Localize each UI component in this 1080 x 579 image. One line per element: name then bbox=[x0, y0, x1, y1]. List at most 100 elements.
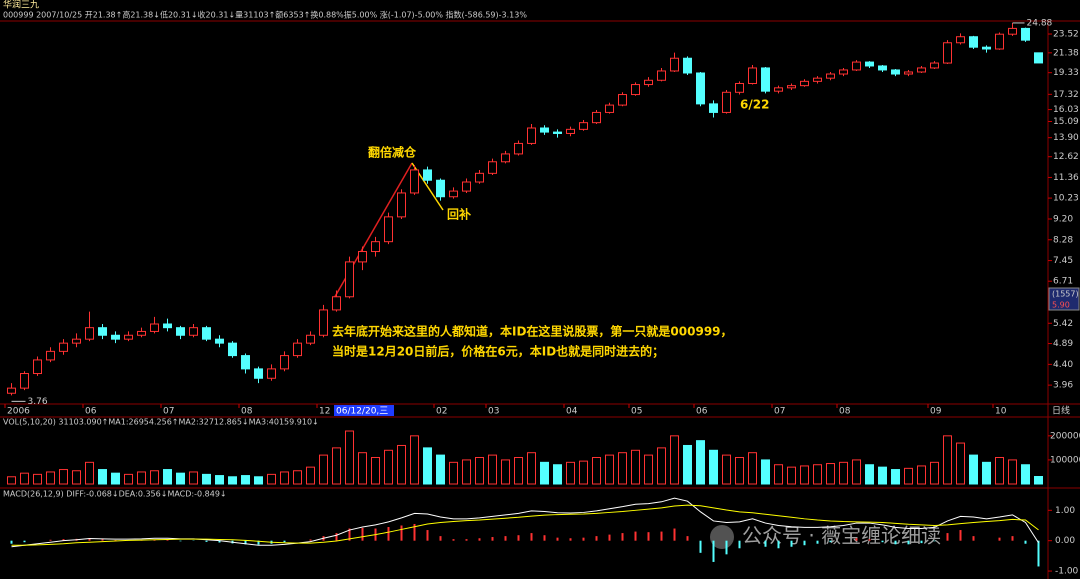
volume-bar bbox=[59, 469, 68, 485]
candle-body bbox=[839, 69, 848, 75]
volume-bar bbox=[709, 449, 718, 485]
volume-bar bbox=[176, 472, 185, 485]
candle-body bbox=[618, 94, 627, 106]
volume-bar bbox=[501, 459, 510, 485]
volume-bar bbox=[813, 464, 822, 485]
candle-body bbox=[670, 57, 679, 72]
candle-body bbox=[1008, 27, 1017, 35]
candle-body bbox=[358, 251, 367, 263]
x-tick-label: 2006 bbox=[7, 407, 30, 417]
volume-bar bbox=[917, 465, 926, 485]
volume-bar bbox=[202, 473, 211, 485]
volume-bar bbox=[85, 461, 94, 485]
annotation: 当时是12月20日前后，价格在6元，本ID也就是同时进去的； bbox=[332, 344, 664, 359]
candle-body bbox=[319, 309, 328, 336]
volume-bar bbox=[605, 454, 614, 485]
volume-bar bbox=[891, 469, 900, 485]
candle-body bbox=[644, 79, 653, 86]
y-tick-label: 6.71 bbox=[1053, 277, 1073, 287]
y-tick-label: 17.32 bbox=[1053, 90, 1079, 100]
candle-body bbox=[423, 169, 432, 181]
candle-body bbox=[566, 128, 575, 134]
x-tick-label: 06 bbox=[696, 407, 708, 417]
macd-header: MACD(26,12,9) DIFF:-0.068↓DEA:0.356↓MACD… bbox=[3, 490, 227, 499]
candle-body bbox=[176, 327, 185, 336]
volume-bar bbox=[72, 470, 81, 485]
volume-bar bbox=[579, 460, 588, 485]
period-label: 日线 bbox=[1052, 405, 1070, 417]
candle-body bbox=[475, 172, 484, 183]
volume-bar bbox=[462, 459, 471, 485]
volume-bar bbox=[540, 461, 549, 485]
candle-body bbox=[943, 42, 952, 64]
x-tick-label: 02 bbox=[436, 407, 447, 417]
volume-bar bbox=[1021, 464, 1030, 485]
volume-bar bbox=[306, 466, 315, 485]
volume-bar bbox=[995, 457, 1004, 485]
candle-body bbox=[462, 181, 471, 192]
candle-body bbox=[514, 142, 523, 155]
x-tick-label: 09 bbox=[930, 407, 942, 417]
volume-bar bbox=[397, 444, 406, 485]
candle-body bbox=[293, 342, 302, 357]
volume-bar bbox=[111, 472, 120, 485]
candle-body bbox=[969, 36, 978, 48]
candle-body bbox=[891, 69, 900, 75]
volume-bar bbox=[865, 464, 874, 485]
volume-bar bbox=[33, 473, 42, 485]
candle-body bbox=[59, 342, 68, 352]
volume-bar bbox=[969, 454, 978, 485]
candle-body bbox=[306, 334, 315, 344]
candle-body bbox=[553, 131, 562, 134]
candle-body bbox=[254, 368, 263, 379]
candle-body bbox=[631, 84, 640, 96]
volume-bar bbox=[449, 461, 458, 485]
candle-body bbox=[774, 87, 783, 92]
candle-body bbox=[449, 190, 458, 198]
volume-bar bbox=[423, 447, 432, 485]
volume-bar bbox=[930, 461, 939, 485]
volume-bar bbox=[670, 435, 679, 485]
volume-bar bbox=[319, 454, 328, 485]
volume-bar bbox=[332, 447, 341, 485]
candle-body bbox=[527, 127, 536, 144]
volume-bar bbox=[514, 457, 523, 485]
y-tick-label: 5.42 bbox=[1053, 319, 1073, 329]
volume-bar bbox=[254, 476, 263, 485]
x-tick-label: 04 bbox=[566, 407, 578, 417]
volume-bar bbox=[735, 457, 744, 485]
watermark: 公众号 · 薇宝缠论细读 bbox=[742, 524, 941, 548]
volume-bar bbox=[488, 454, 497, 485]
candle-body bbox=[683, 57, 692, 74]
candle-body bbox=[657, 70, 666, 81]
y-tick-label: 11.36 bbox=[1053, 173, 1079, 183]
candle-body bbox=[384, 216, 393, 243]
candle-body bbox=[72, 338, 81, 344]
volume-bar bbox=[280, 471, 289, 485]
candle-body bbox=[1034, 52, 1043, 64]
candle-body bbox=[189, 327, 198, 336]
candle-body bbox=[33, 359, 42, 375]
volume-bar bbox=[527, 452, 536, 485]
candle-body bbox=[241, 355, 250, 370]
volume-bar bbox=[150, 470, 159, 485]
y-tick-label: 13.90 bbox=[1053, 133, 1079, 143]
candle-body bbox=[761, 67, 770, 92]
volume-bar bbox=[553, 464, 562, 485]
candle-body bbox=[852, 61, 861, 71]
volume-bar bbox=[644, 454, 653, 485]
annotation: 6/22 bbox=[740, 98, 769, 112]
volume-bar bbox=[189, 471, 198, 485]
volume-bar bbox=[228, 476, 237, 485]
candle-body bbox=[982, 46, 991, 50]
y-tick-label: 19.33 bbox=[1053, 68, 1079, 78]
volume-bar bbox=[1008, 459, 1017, 485]
candle-body bbox=[956, 36, 965, 44]
candle-body bbox=[813, 77, 822, 82]
candle-body bbox=[410, 169, 419, 194]
x-tick-label: 10 bbox=[995, 407, 1007, 417]
candle-body bbox=[826, 73, 835, 79]
volume-bar bbox=[722, 454, 731, 485]
volume-bar bbox=[137, 471, 146, 485]
